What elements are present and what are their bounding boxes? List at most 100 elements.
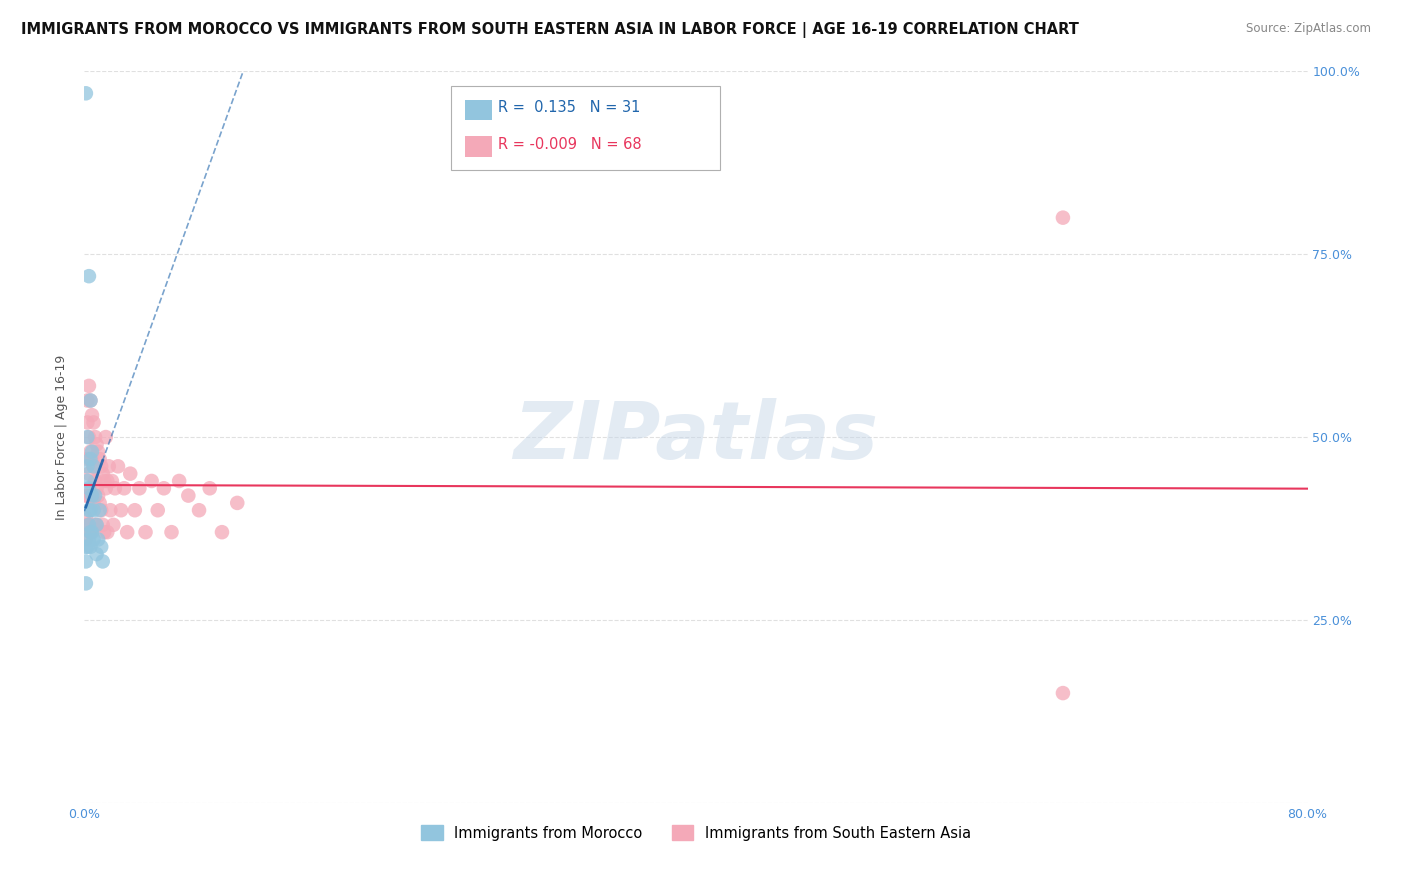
Point bbox=[115, 525, 138, 540]
FancyBboxPatch shape bbox=[451, 86, 720, 170]
Point bbox=[112, 481, 135, 495]
Point bbox=[86, 517, 108, 532]
Point bbox=[76, 393, 98, 408]
Point bbox=[86, 437, 108, 451]
Point bbox=[167, 474, 190, 488]
Point bbox=[80, 489, 103, 503]
Point bbox=[91, 554, 114, 568]
Point bbox=[75, 510, 97, 524]
Point bbox=[198, 481, 221, 495]
Point bbox=[76, 489, 98, 503]
Point bbox=[1052, 211, 1074, 225]
Point bbox=[91, 517, 114, 532]
Point bbox=[94, 430, 117, 444]
Point bbox=[80, 444, 103, 458]
Point bbox=[103, 517, 125, 532]
Point bbox=[90, 459, 112, 474]
Point bbox=[83, 416, 105, 430]
Point bbox=[89, 496, 111, 510]
Point bbox=[77, 269, 100, 284]
Point bbox=[135, 525, 157, 540]
Point bbox=[96, 525, 118, 540]
Point bbox=[79, 525, 101, 540]
Point bbox=[98, 503, 121, 517]
Point bbox=[79, 393, 101, 408]
Point bbox=[160, 525, 183, 540]
Text: IMMIGRANTS FROM MOROCCO VS IMMIGRANTS FROM SOUTH EASTERN ASIA IN LABOR FORCE | A: IMMIGRANTS FROM MOROCCO VS IMMIGRANTS FR… bbox=[21, 22, 1078, 38]
Text: Source: ZipAtlas.com: Source: ZipAtlas.com bbox=[1246, 22, 1371, 36]
Point bbox=[76, 540, 98, 554]
Point bbox=[226, 496, 249, 510]
Point bbox=[93, 474, 115, 488]
Point bbox=[77, 517, 100, 532]
Point bbox=[87, 489, 110, 503]
Bar bbox=[465, 100, 492, 120]
Point bbox=[141, 474, 163, 488]
Bar bbox=[465, 136, 492, 157]
Point bbox=[76, 459, 98, 474]
Point bbox=[77, 467, 100, 481]
Point bbox=[211, 525, 233, 540]
Point bbox=[146, 503, 169, 517]
Point bbox=[77, 503, 100, 517]
Point bbox=[101, 474, 124, 488]
Point bbox=[80, 489, 103, 503]
Point bbox=[79, 489, 101, 503]
Point bbox=[75, 533, 97, 547]
Point bbox=[107, 459, 129, 474]
Point bbox=[75, 87, 97, 101]
Point bbox=[76, 452, 98, 467]
Point bbox=[75, 489, 97, 503]
Point bbox=[80, 525, 103, 540]
Point bbox=[77, 481, 100, 495]
Text: ZIPatlas: ZIPatlas bbox=[513, 398, 879, 476]
Point bbox=[89, 503, 111, 517]
Point bbox=[96, 474, 118, 488]
Point bbox=[79, 525, 101, 540]
Point bbox=[83, 459, 105, 474]
Point bbox=[79, 540, 101, 554]
Point bbox=[83, 459, 105, 474]
Point bbox=[84, 517, 107, 532]
Point bbox=[80, 525, 103, 540]
Point bbox=[94, 481, 117, 495]
Point bbox=[76, 517, 98, 532]
Point bbox=[75, 540, 97, 554]
Point bbox=[77, 517, 100, 532]
Point bbox=[87, 533, 110, 547]
Point bbox=[79, 452, 101, 467]
Point bbox=[76, 416, 98, 430]
Point bbox=[90, 540, 112, 554]
Point bbox=[86, 481, 108, 495]
Point bbox=[93, 525, 115, 540]
Point bbox=[79, 393, 101, 408]
Point bbox=[120, 467, 142, 481]
Point bbox=[76, 474, 98, 488]
Point bbox=[86, 517, 108, 532]
Point bbox=[91, 467, 114, 481]
Point bbox=[76, 430, 98, 444]
Point bbox=[80, 408, 103, 422]
Point bbox=[79, 444, 101, 458]
Point bbox=[75, 554, 97, 568]
Point bbox=[177, 489, 200, 503]
Point bbox=[84, 474, 107, 488]
Legend: Immigrants from Morocco, Immigrants from South Eastern Asia: Immigrants from Morocco, Immigrants from… bbox=[415, 820, 977, 847]
Y-axis label: In Labor Force | Age 16-19: In Labor Force | Age 16-19 bbox=[55, 354, 69, 520]
Point bbox=[83, 496, 105, 510]
Point bbox=[97, 459, 120, 474]
Text: R = -0.009   N = 68: R = -0.009 N = 68 bbox=[498, 137, 641, 152]
Point bbox=[87, 444, 110, 458]
Point bbox=[188, 503, 211, 517]
Point bbox=[80, 452, 103, 467]
Point bbox=[128, 481, 150, 495]
Point bbox=[75, 576, 97, 591]
Point bbox=[84, 430, 107, 444]
Point bbox=[89, 452, 111, 467]
Point bbox=[90, 503, 112, 517]
Point bbox=[77, 379, 100, 393]
Point bbox=[79, 503, 101, 517]
Point bbox=[1052, 686, 1074, 700]
Text: R =  0.135   N = 31: R = 0.135 N = 31 bbox=[498, 101, 640, 115]
Point bbox=[77, 430, 100, 444]
